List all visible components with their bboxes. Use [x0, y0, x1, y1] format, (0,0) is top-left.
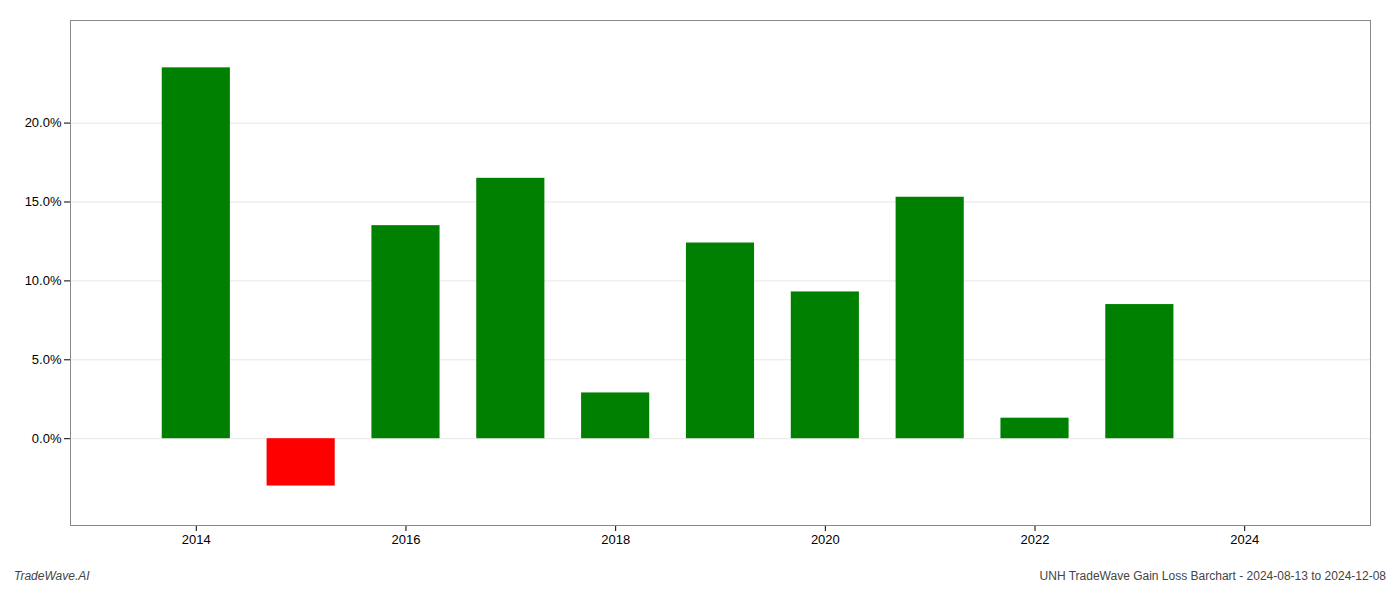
svg-text:5.0%: 5.0%: [32, 352, 62, 367]
html-text:TradeWave.AI: TradeWave.AI: [14, 569, 90, 583]
svg-text:2024: 2024: [1230, 532, 1259, 547]
svg-text:2018: 2018: [601, 532, 630, 547]
html-text:UNH TradeWave Gain Loss Barcha: UNH TradeWave Gain Loss Barchart - 2024-…: [1039, 569, 1386, 583]
svg-text:20.0%: 20.0%: [25, 115, 62, 130]
svg-text:2020: 2020: [811, 532, 840, 547]
svg-text:15.0%: 15.0%: [25, 194, 62, 209]
svg-text:2014: 2014: [182, 532, 211, 547]
svg-text:2016: 2016: [392, 532, 421, 547]
svg-text:2022: 2022: [1021, 532, 1050, 547]
svg-text:10.0%: 10.0%: [25, 273, 62, 288]
svg-text:0.0%: 0.0%: [32, 431, 62, 446]
